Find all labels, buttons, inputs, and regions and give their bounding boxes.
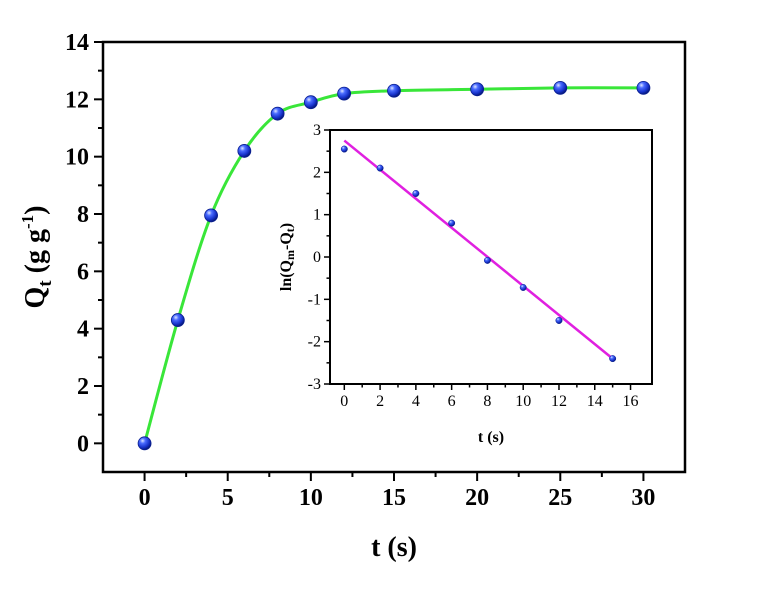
x-tick-label: 6 <box>448 393 456 410</box>
inset-data-point <box>376 164 384 172</box>
y-tick-label: 6 <box>77 259 89 285</box>
x-tick-label: 30 <box>631 485 655 511</box>
y-tick-label: 0 <box>77 431 89 457</box>
main-data-point <box>170 313 185 327</box>
inset-data-point <box>519 284 527 291</box>
inset-data-point <box>412 190 420 197</box>
x-tick-label: 14 <box>587 393 603 410</box>
inset-x-axis-title: t (s) <box>478 429 504 446</box>
main-data-point <box>337 86 352 101</box>
x-tick-label: 12 <box>551 393 567 410</box>
inset-data-point <box>555 317 563 324</box>
y-tick-label: -1 <box>308 291 321 308</box>
y-tick-label: 8 <box>77 202 89 228</box>
x-tick-label: 0 <box>139 485 151 511</box>
y-tick-label: 14 <box>65 30 89 56</box>
x-tick-label: 20 <box>465 485 489 511</box>
x-tick-label: 5 <box>222 485 234 511</box>
x-tick-label: 0 <box>340 393 348 410</box>
main-data-point <box>636 80 651 95</box>
x-tick-label: 8 <box>483 393 491 410</box>
main-data-point <box>553 80 568 95</box>
main-data-point <box>470 82 485 97</box>
inset-data-point <box>448 219 456 227</box>
x-tick-label: 25 <box>548 485 572 511</box>
y-tick-label: 2 <box>313 164 321 181</box>
x-tick-label: 4 <box>412 393 420 410</box>
main-data-point <box>270 106 285 121</box>
main-data-point <box>204 208 218 223</box>
inset-linear-fit <box>343 139 614 360</box>
x-tick-label: 15 <box>382 485 406 511</box>
y-tick-label: 10 <box>65 145 89 171</box>
y-tick-label: 12 <box>65 87 89 113</box>
main-series-line <box>143 86 644 444</box>
inset-data-point <box>483 256 491 264</box>
main-data-point <box>387 83 401 98</box>
inset-data-point <box>340 145 348 153</box>
main-y-axis-title: Qt (g g-1) <box>18 206 56 309</box>
y-tick-label: 0 <box>313 249 321 266</box>
x-tick-label: 16 <box>623 393 639 410</box>
y-tick-label: 1 <box>313 207 321 224</box>
inset-fit-line <box>343 139 614 360</box>
inset-series-points <box>340 145 617 363</box>
x-tick-label: 10 <box>515 393 531 410</box>
main-series-curve <box>143 86 644 444</box>
x-tick-label: 10 <box>299 485 323 511</box>
y-tick-label: 3 <box>313 122 321 139</box>
main-data-point <box>237 144 252 158</box>
y-tick-label: -2 <box>308 334 321 351</box>
inset-y-axis-title: ln(Qm-Qt) <box>278 223 297 291</box>
main-data-point <box>303 95 318 110</box>
main-x-axis-title: t (s) <box>371 532 417 563</box>
main-data-point <box>137 436 152 451</box>
y-tick-label: 4 <box>77 317 89 343</box>
x-tick-label: 2 <box>376 393 384 410</box>
y-tick-label: 2 <box>77 374 89 400</box>
main-series-points <box>137 80 651 451</box>
y-tick-label: -3 <box>308 376 321 393</box>
inset-data-point <box>609 355 617 363</box>
